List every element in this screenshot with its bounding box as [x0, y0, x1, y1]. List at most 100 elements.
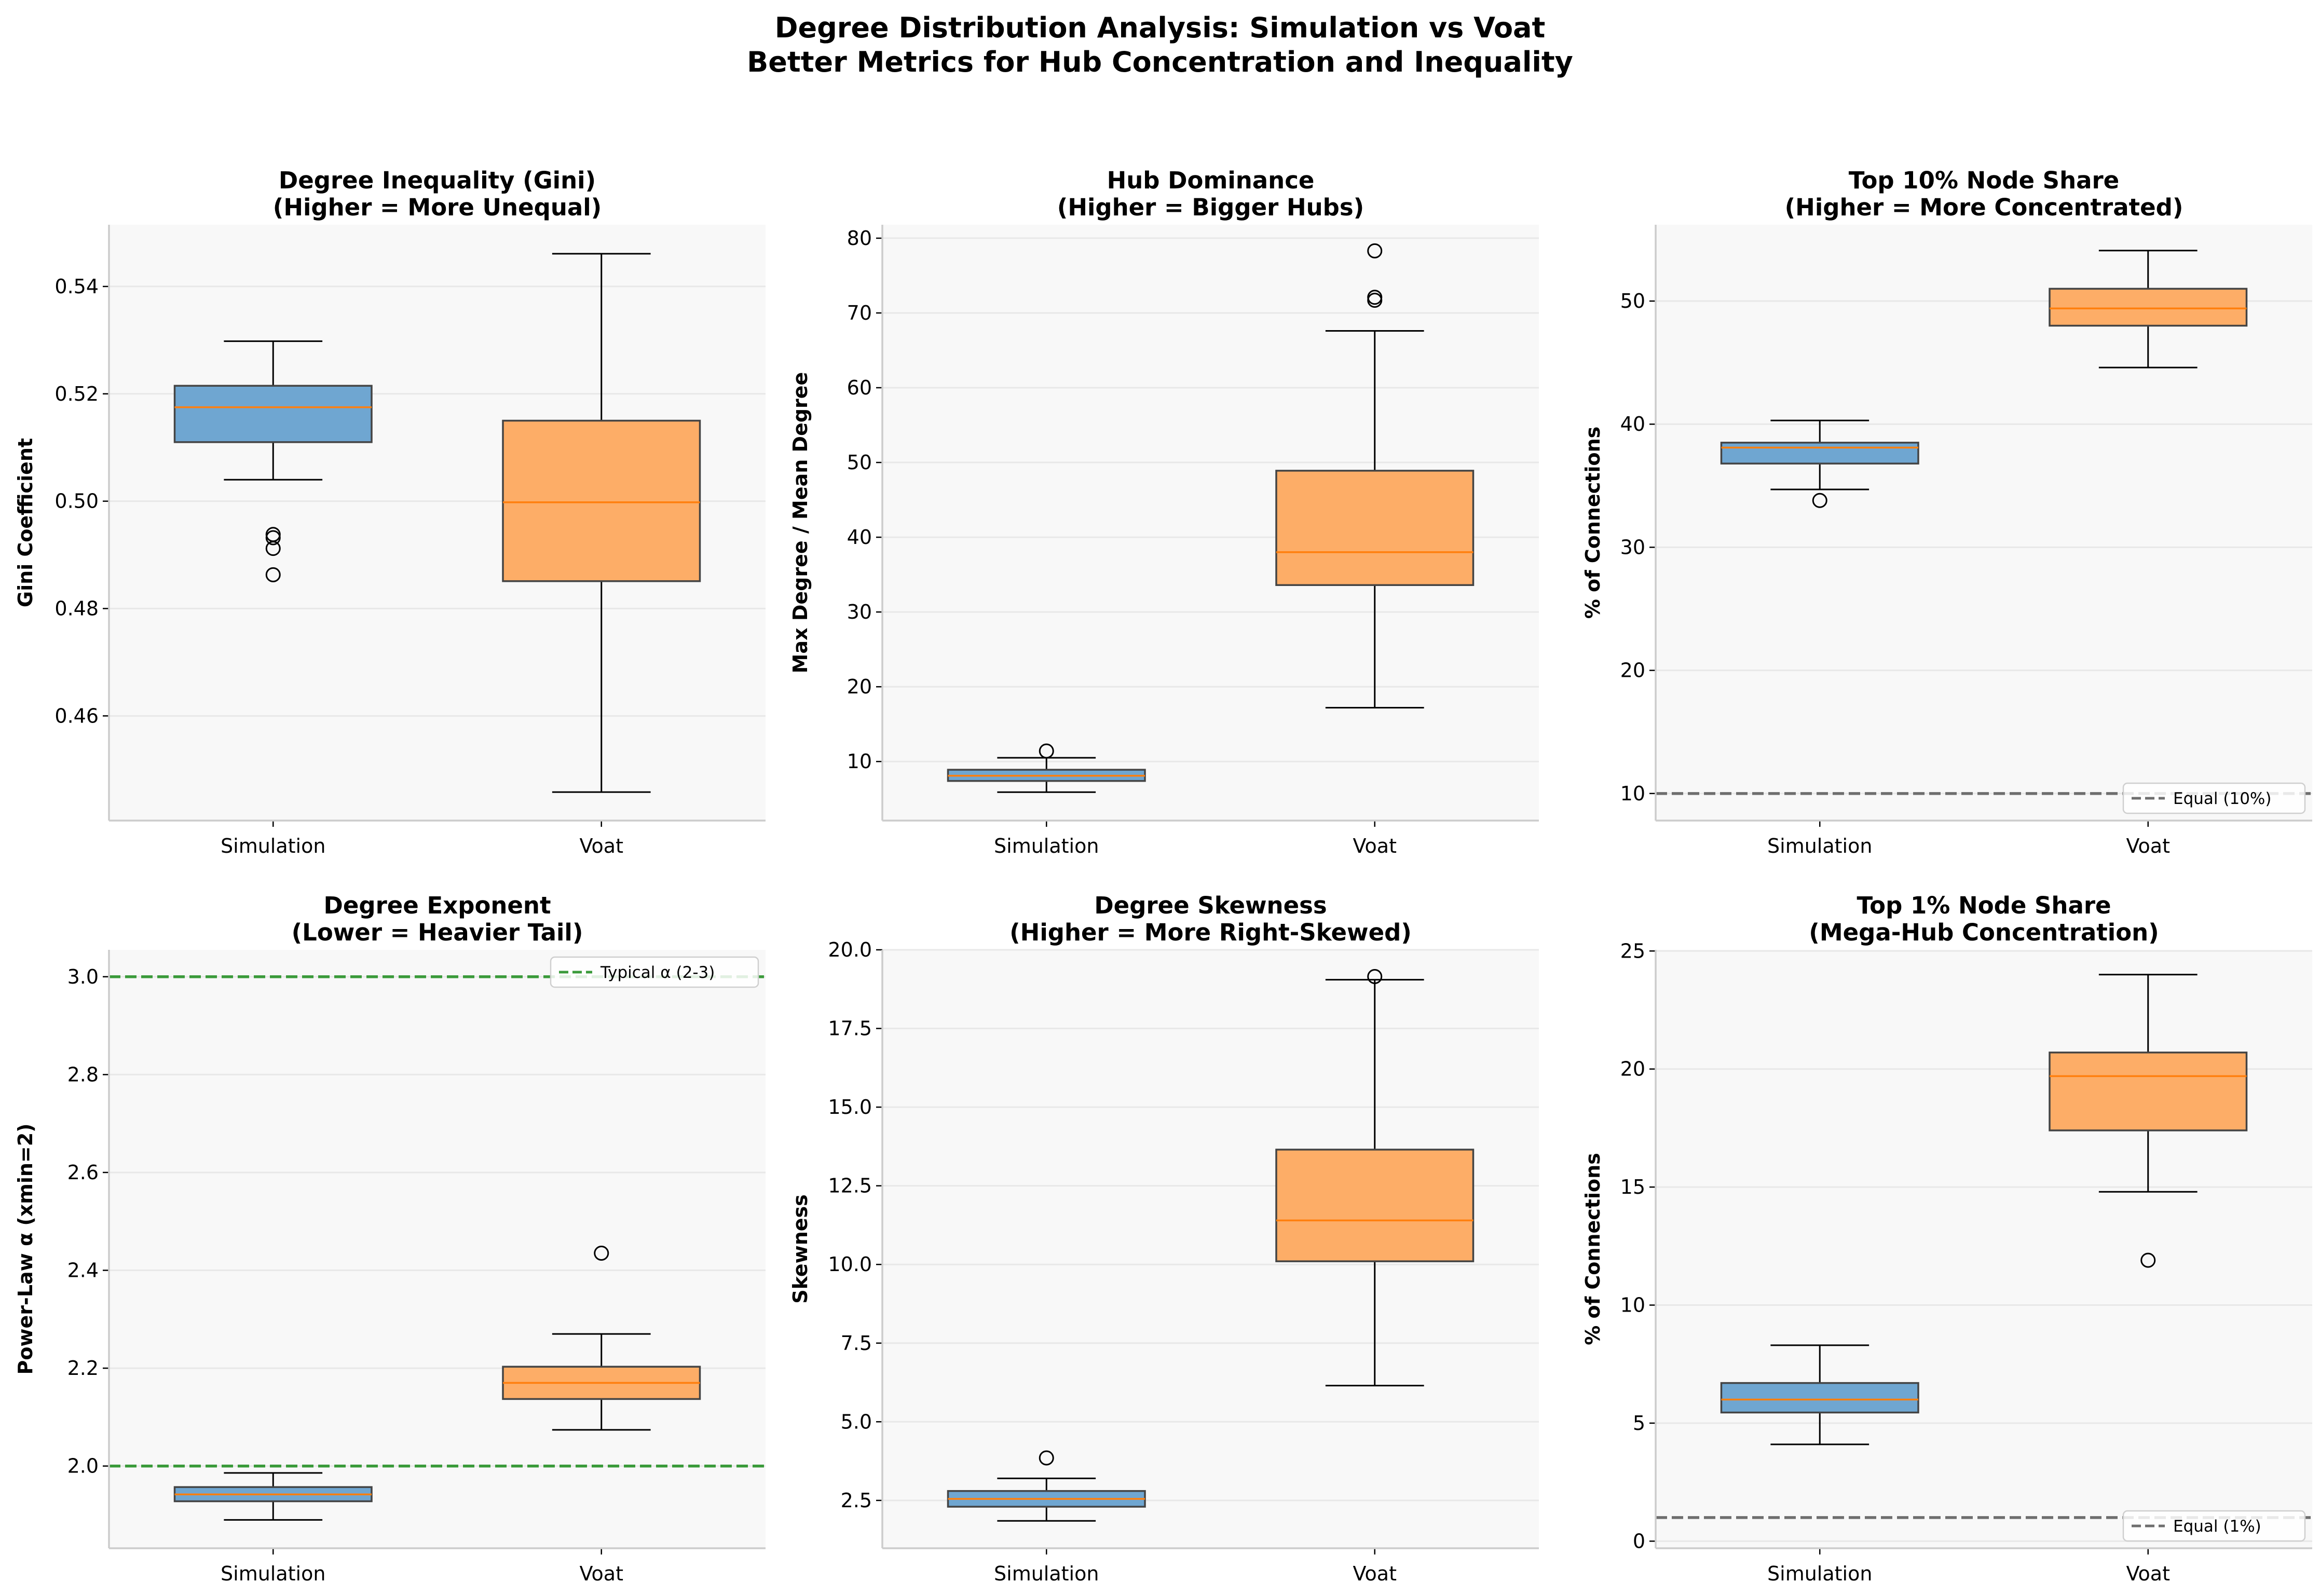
y-tick-label: 2.5 [841, 1489, 872, 1512]
y-tick-label: 10 [1620, 782, 1645, 805]
subplot-title-line2: (Higher = Bigger Hubs) [1057, 194, 1364, 221]
box-simulation [1720, 442, 1919, 465]
y-tick-label: 0.50 [54, 490, 99, 513]
y-tick-label: 2.2 [67, 1357, 99, 1380]
y-tick-label: 25 [1620, 939, 1645, 962]
legend-box [2122, 1510, 2306, 1542]
y-tick-label: 15 [1620, 1176, 1645, 1198]
y-axis-label: Power-Law α (xmin=2) [14, 1123, 37, 1374]
y-tick-label: 20 [1620, 1058, 1645, 1081]
box-simulation [173, 385, 373, 443]
y-tick-label: 0.54 [54, 275, 99, 298]
y-axis-label: % of Connections [1581, 427, 1604, 619]
x-tick-label: Voat [1353, 1562, 1397, 1585]
x-tick-label: Simulation [1767, 835, 1872, 857]
y-tick-label: 50 [847, 451, 872, 474]
y-tick-label: 40 [847, 526, 872, 549]
x-tick-label: Simulation [994, 1562, 1099, 1585]
subplot-title-line1: Hub Dominance [1107, 167, 1315, 194]
y-tick-label: 10.0 [828, 1253, 872, 1276]
outlier-point [1812, 493, 1827, 508]
y-tick-label: 40 [1620, 413, 1645, 435]
subplot-2: 10 20 30 40 50 60 70 80 Simulation Voat Hub Domina… [789, 167, 1539, 857]
box-voat [1275, 470, 1475, 586]
y-tick-label: 5 [1633, 1412, 1645, 1435]
subplot-6: 0 5 10 15 20 25 Simulation Voat Top 1% Node Shar… [1581, 892, 2312, 1585]
subplot-title-line2: (Higher = More Unequal) [273, 194, 602, 221]
x-tick-label: Simulation [221, 835, 325, 857]
y-tick-label: 10 [1620, 1294, 1645, 1317]
outlier-point [265, 530, 281, 545]
plot-area-background [1656, 950, 2312, 1548]
subplot-title-line2: (Higher = More Right-Skewed) [1009, 919, 1412, 946]
y-tick-label: 15.0 [828, 1096, 872, 1118]
legend-box [550, 956, 759, 988]
y-tick-label: 0.52 [54, 383, 99, 405]
y-tick-label: 20.0 [828, 938, 872, 961]
subplot-title-line1: Top 10% Node Share [1849, 167, 2119, 194]
x-tick-label: Voat [580, 1562, 623, 1585]
legend-label: Equal (10%) [2173, 789, 2271, 808]
y-tick-label: 2.8 [67, 1063, 99, 1086]
legend-label: Typical α (2-3) [600, 963, 715, 982]
outlier-point [594, 1246, 609, 1261]
subplot-5: 2.5 5.0 7.5 10.0 12.5 15.0 17.5 20.0 Simulation V… [789, 892, 1539, 1585]
outlier-point [1039, 1450, 1054, 1466]
outlier-point [2140, 1252, 2156, 1268]
y-axis-label: Skewness [789, 1194, 812, 1304]
subplot-title-line1: Degree Exponent [324, 892, 551, 919]
y-tick-label: 80 [847, 227, 872, 250]
y-tick-label: 3.0 [67, 965, 99, 988]
box-voat [1275, 1149, 1475, 1262]
y-tick-label: 60 [847, 376, 872, 399]
y-tick-label: 50 [1620, 290, 1645, 312]
subplot-title-line2: (Higher = More Concentrated) [1785, 194, 2183, 221]
y-tick-label: 20 [847, 675, 872, 698]
outlier-point [1039, 743, 1054, 759]
subplot-1: 0.46 0.48 0.50 0.52 0.54 Simulation Voat Degree… [14, 167, 766, 857]
subplot-4: 2.0 2.2 2.4 2.6 2.8 3.0 Simulation Voat Degree E… [14, 892, 766, 1585]
subplot-title-line2: (Mega-Hub Concentration) [1809, 919, 2159, 946]
y-tick-label: 17.5 [828, 1017, 872, 1040]
box-voat [2049, 1052, 2248, 1131]
subplot-title-line2: (Lower = Heavier Tail) [292, 919, 583, 946]
x-tick-label: Voat [1353, 835, 1397, 857]
subplot-title-line1: Top 1% Node Share [1857, 892, 2111, 919]
y-tick-label: 12.5 [828, 1175, 872, 1197]
y-tick-label: 0.46 [54, 704, 99, 727]
y-tick-label: 7.5 [841, 1332, 872, 1355]
box-voat [2049, 288, 2248, 327]
x-tick-label: Simulation [221, 1562, 325, 1585]
y-tick-label: 0.48 [54, 597, 99, 620]
outlier-point [1367, 243, 1383, 258]
y-tick-label: 0 [1633, 1530, 1645, 1552]
subplot-3: 10 20 30 40 50 Simulation Voat Top 10% Node Sha… [1581, 167, 2312, 857]
y-tick-label: 30 [847, 601, 872, 623]
x-tick-label: Simulation [994, 835, 1099, 857]
legend-box [2122, 782, 2306, 814]
figure-title-line2: Better Metrics for Hub Concentration and… [747, 46, 1573, 78]
x-tick-label: Simulation [1767, 1562, 1872, 1585]
legend-label: Equal (1%) [2173, 1517, 2261, 1536]
y-tick-label: 70 [847, 302, 872, 324]
figure-title-line1: Degree Distribution Analysis: Simulation… [775, 11, 1546, 44]
y-tick-label: 10 [847, 750, 872, 773]
y-axis-label: % of Connections [1581, 1153, 1604, 1345]
x-tick-label: Voat [2126, 1562, 2170, 1585]
outlier-point [1367, 969, 1383, 985]
y-axis-label: Gini Coefficient [14, 438, 37, 607]
y-axis-label: Max Degree / Mean Degree [789, 372, 812, 674]
subplot-title-line1: Degree Skewness [1094, 892, 1327, 919]
x-tick-label: Voat [580, 835, 623, 857]
y-tick-label: 2.0 [67, 1455, 99, 1478]
outlier-point [265, 567, 281, 582]
outlier-point [265, 541, 281, 556]
y-tick-label: 5.0 [841, 1410, 872, 1433]
box-simulation [1720, 1382, 1919, 1414]
x-tick-label: Voat [2126, 835, 2170, 857]
y-tick-label: 2.4 [67, 1259, 99, 1282]
outlier-point [1367, 290, 1383, 305]
y-tick-label: 20 [1620, 659, 1645, 682]
subplot-grid: 0.46 0.48 0.50 0.52 0.54 Simulation Voat Degree… [14, 167, 2312, 1585]
